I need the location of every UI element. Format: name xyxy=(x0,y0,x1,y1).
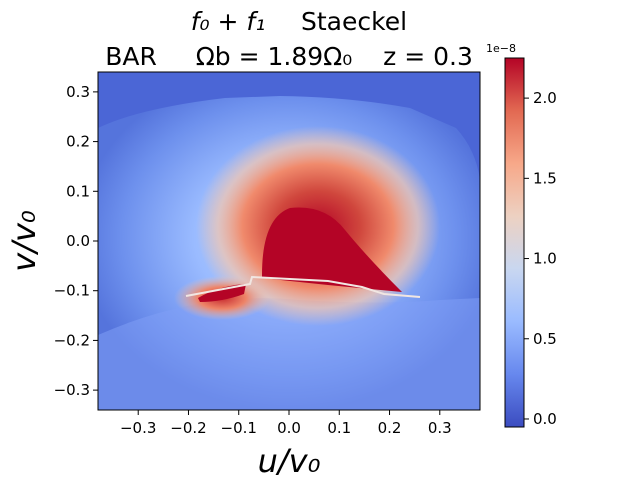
colorbar-tick-label: 1.5 xyxy=(533,169,557,187)
colorbar-tick-label: 0.5 xyxy=(533,330,557,348)
colorbar xyxy=(504,57,525,428)
heatmap xyxy=(98,72,480,410)
colorbar-tick-label: 1.0 xyxy=(533,250,557,268)
x-axis-label: u/v₀ xyxy=(258,442,321,480)
x-tick-label: −0.2 xyxy=(170,419,206,437)
x-tick-label: 0.2 xyxy=(378,419,402,437)
y-tick-label: −0.3 xyxy=(54,381,90,399)
x-tick-label: −0.1 xyxy=(221,419,257,437)
x-tick-label: −0.3 xyxy=(120,419,156,437)
title-line1-a: f₀ + f₁ xyxy=(191,7,266,36)
title-line2-a: BAR xyxy=(105,42,157,71)
y-axis-label: v/v₀ xyxy=(5,210,43,272)
core-region xyxy=(262,207,402,292)
title-line2-b: Ωb = 1.89Ω₀ xyxy=(196,42,353,71)
x-tick-label: 0.1 xyxy=(327,419,351,437)
y-tick-label: 0.3 xyxy=(66,83,90,101)
y-tick-label: 0.2 xyxy=(66,133,90,151)
y-ticks: 0.3 0.2 0.1 0.0 −0.1 −0.2 −0.3 xyxy=(54,83,98,399)
y-tick-label: 0.1 xyxy=(66,182,90,200)
x-ticks: −0.3 −0.2 −0.1 0.0 0.1 0.2 0.3 xyxy=(120,410,452,437)
title-line2-c: z = 0.3 xyxy=(383,42,473,71)
x-tick-label: 0.0 xyxy=(277,419,301,437)
lower-band xyxy=(98,298,480,410)
y-tick-label: −0.2 xyxy=(54,331,90,349)
discontinuity-line xyxy=(185,275,421,298)
colorbar-tick-label: 2.0 xyxy=(533,89,557,107)
colorbar-tick-label: 0.0 xyxy=(533,410,557,428)
y-tick-label: −0.1 xyxy=(54,282,90,300)
title-line1-b: Staeckel xyxy=(301,7,407,36)
x-tick-label: 0.3 xyxy=(428,419,452,437)
y-tick-label: 0.0 xyxy=(66,232,90,250)
colorbar-offset: 1e−8 xyxy=(486,42,516,55)
small-lobe-core xyxy=(198,284,246,302)
colorbar-ticks: 0.0 0.5 1.0 1.5 2.0 xyxy=(524,89,557,428)
